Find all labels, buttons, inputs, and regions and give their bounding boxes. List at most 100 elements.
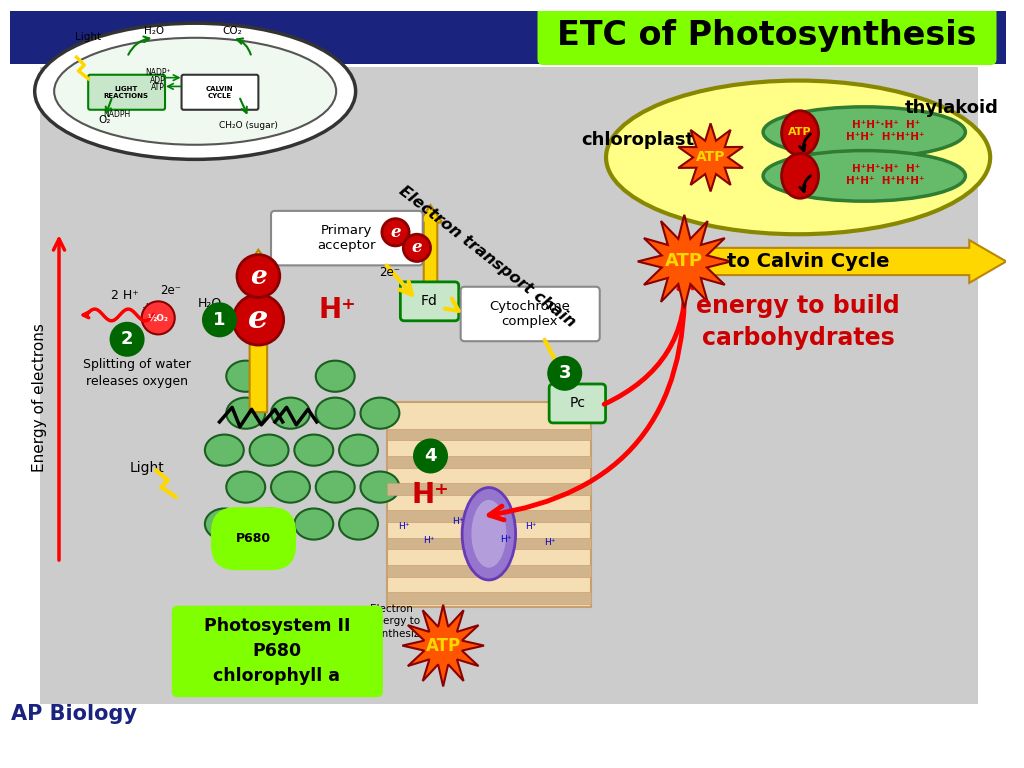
Polygon shape	[678, 124, 743, 191]
Text: ATP: ATP	[666, 253, 703, 270]
Text: chloroplast: chloroplast	[581, 131, 694, 149]
Text: 3: 3	[558, 364, 571, 382]
Text: e: e	[248, 304, 268, 336]
Bar	[387, 538, 591, 549]
Circle shape	[237, 255, 280, 297]
Ellipse shape	[226, 398, 265, 429]
Text: e: e	[250, 263, 267, 289]
Ellipse shape	[54, 38, 336, 144]
Ellipse shape	[781, 111, 818, 155]
Ellipse shape	[315, 472, 354, 502]
Text: H⁺H⁺  H⁺H⁺H⁺: H⁺H⁺ H⁺H⁺H⁺	[847, 176, 925, 186]
Ellipse shape	[226, 361, 265, 392]
FancyBboxPatch shape	[538, 7, 996, 65]
Circle shape	[110, 322, 144, 357]
Ellipse shape	[271, 398, 310, 429]
Ellipse shape	[763, 107, 966, 157]
Text: Fd: Fd	[421, 294, 438, 308]
Text: H⁺: H⁺	[545, 538, 556, 548]
Text: H₂O: H₂O	[198, 296, 222, 310]
FancyArrow shape	[419, 205, 442, 310]
Ellipse shape	[360, 472, 399, 502]
FancyBboxPatch shape	[172, 606, 383, 697]
Text: H⁺H⁺·H⁺  H⁺: H⁺H⁺·H⁺ H⁺	[852, 164, 920, 174]
Text: H⁺: H⁺	[452, 517, 464, 526]
Ellipse shape	[294, 435, 333, 465]
Text: 2: 2	[121, 330, 133, 348]
Bar	[387, 565, 591, 577]
Ellipse shape	[294, 508, 333, 540]
FancyBboxPatch shape	[549, 384, 605, 423]
Text: Splitting of water
releases oxygen: Splitting of water releases oxygen	[83, 359, 190, 389]
Text: Primary
acceptor: Primary acceptor	[317, 224, 376, 252]
Text: H⁺H⁺  H⁺H⁺H⁺: H⁺H⁺ H⁺H⁺H⁺	[847, 132, 925, 142]
Text: ADP: ADP	[151, 75, 166, 84]
Text: H⁺: H⁺	[501, 535, 512, 544]
Ellipse shape	[470, 498, 507, 569]
Ellipse shape	[606, 81, 990, 234]
Ellipse shape	[763, 151, 966, 201]
Text: ½O₂: ½O₂	[147, 313, 169, 323]
Text: H⁺: H⁺	[525, 522, 537, 531]
Text: ATP: ATP	[426, 637, 461, 654]
Text: Photosystem II
P680
chlorophyll a: Photosystem II P680 chlorophyll a	[204, 617, 350, 685]
FancyBboxPatch shape	[461, 286, 600, 341]
Circle shape	[382, 219, 410, 246]
Polygon shape	[638, 215, 731, 308]
Bar	[10, 11, 1007, 64]
Ellipse shape	[250, 435, 289, 465]
Ellipse shape	[360, 398, 399, 429]
Ellipse shape	[315, 361, 354, 392]
Text: 2e⁻: 2e⁻	[161, 284, 181, 297]
FancyBboxPatch shape	[181, 74, 258, 110]
Circle shape	[141, 301, 175, 334]
Text: thylakoid: thylakoid	[905, 99, 998, 117]
Text: 1: 1	[213, 311, 225, 329]
Text: P680: P680	[236, 532, 271, 545]
Circle shape	[547, 356, 583, 391]
Text: H₂O: H₂O	[144, 26, 165, 36]
Circle shape	[202, 303, 237, 337]
Text: Cytochrome
complex: Cytochrome complex	[489, 300, 570, 328]
Ellipse shape	[35, 23, 355, 159]
Circle shape	[413, 439, 449, 473]
Text: Electron transport chain: Electron transport chain	[396, 183, 578, 330]
Polygon shape	[402, 604, 484, 687]
FancyBboxPatch shape	[88, 74, 165, 110]
Text: H⁺H⁺·H⁺  H⁺: H⁺H⁺·H⁺ H⁺	[852, 121, 920, 131]
Text: ATP: ATP	[788, 127, 812, 137]
Bar	[387, 402, 591, 607]
Ellipse shape	[339, 435, 378, 465]
Text: +: +	[141, 301, 152, 313]
Text: H⁺: H⁺	[318, 296, 356, 324]
Ellipse shape	[205, 435, 244, 465]
Text: CALVIN
CYCLE: CALVIN CYCLE	[206, 86, 233, 99]
Ellipse shape	[781, 154, 818, 198]
Ellipse shape	[315, 398, 354, 429]
Text: H⁺: H⁺	[423, 537, 434, 545]
Bar	[387, 456, 591, 468]
Text: CO₂: CO₂	[222, 26, 242, 36]
FancyBboxPatch shape	[400, 282, 459, 321]
Text: e: e	[390, 223, 400, 241]
Text: 4: 4	[424, 447, 437, 465]
Bar	[387, 483, 591, 495]
Bar	[40, 67, 978, 704]
Ellipse shape	[339, 508, 378, 540]
Text: 2e⁻: 2e⁻	[379, 266, 400, 279]
Text: H⁺: H⁺	[412, 481, 450, 509]
Text: LIGHT
REACTIONS: LIGHT REACTIONS	[103, 86, 148, 99]
Text: 2 H⁺: 2 H⁺	[112, 289, 139, 302]
Text: ETC of Photosynthesis: ETC of Photosynthesis	[557, 19, 977, 52]
Text: O₂: O₂	[98, 115, 111, 125]
Text: NADP⁺: NADP⁺	[145, 68, 171, 77]
Text: Light: Light	[75, 31, 101, 41]
Text: Pc: Pc	[569, 396, 586, 410]
Ellipse shape	[226, 472, 265, 502]
Bar	[387, 429, 591, 440]
FancyBboxPatch shape	[271, 211, 423, 266]
Circle shape	[233, 295, 284, 345]
Bar	[387, 592, 591, 604]
Bar	[387, 511, 591, 522]
Ellipse shape	[271, 472, 310, 502]
